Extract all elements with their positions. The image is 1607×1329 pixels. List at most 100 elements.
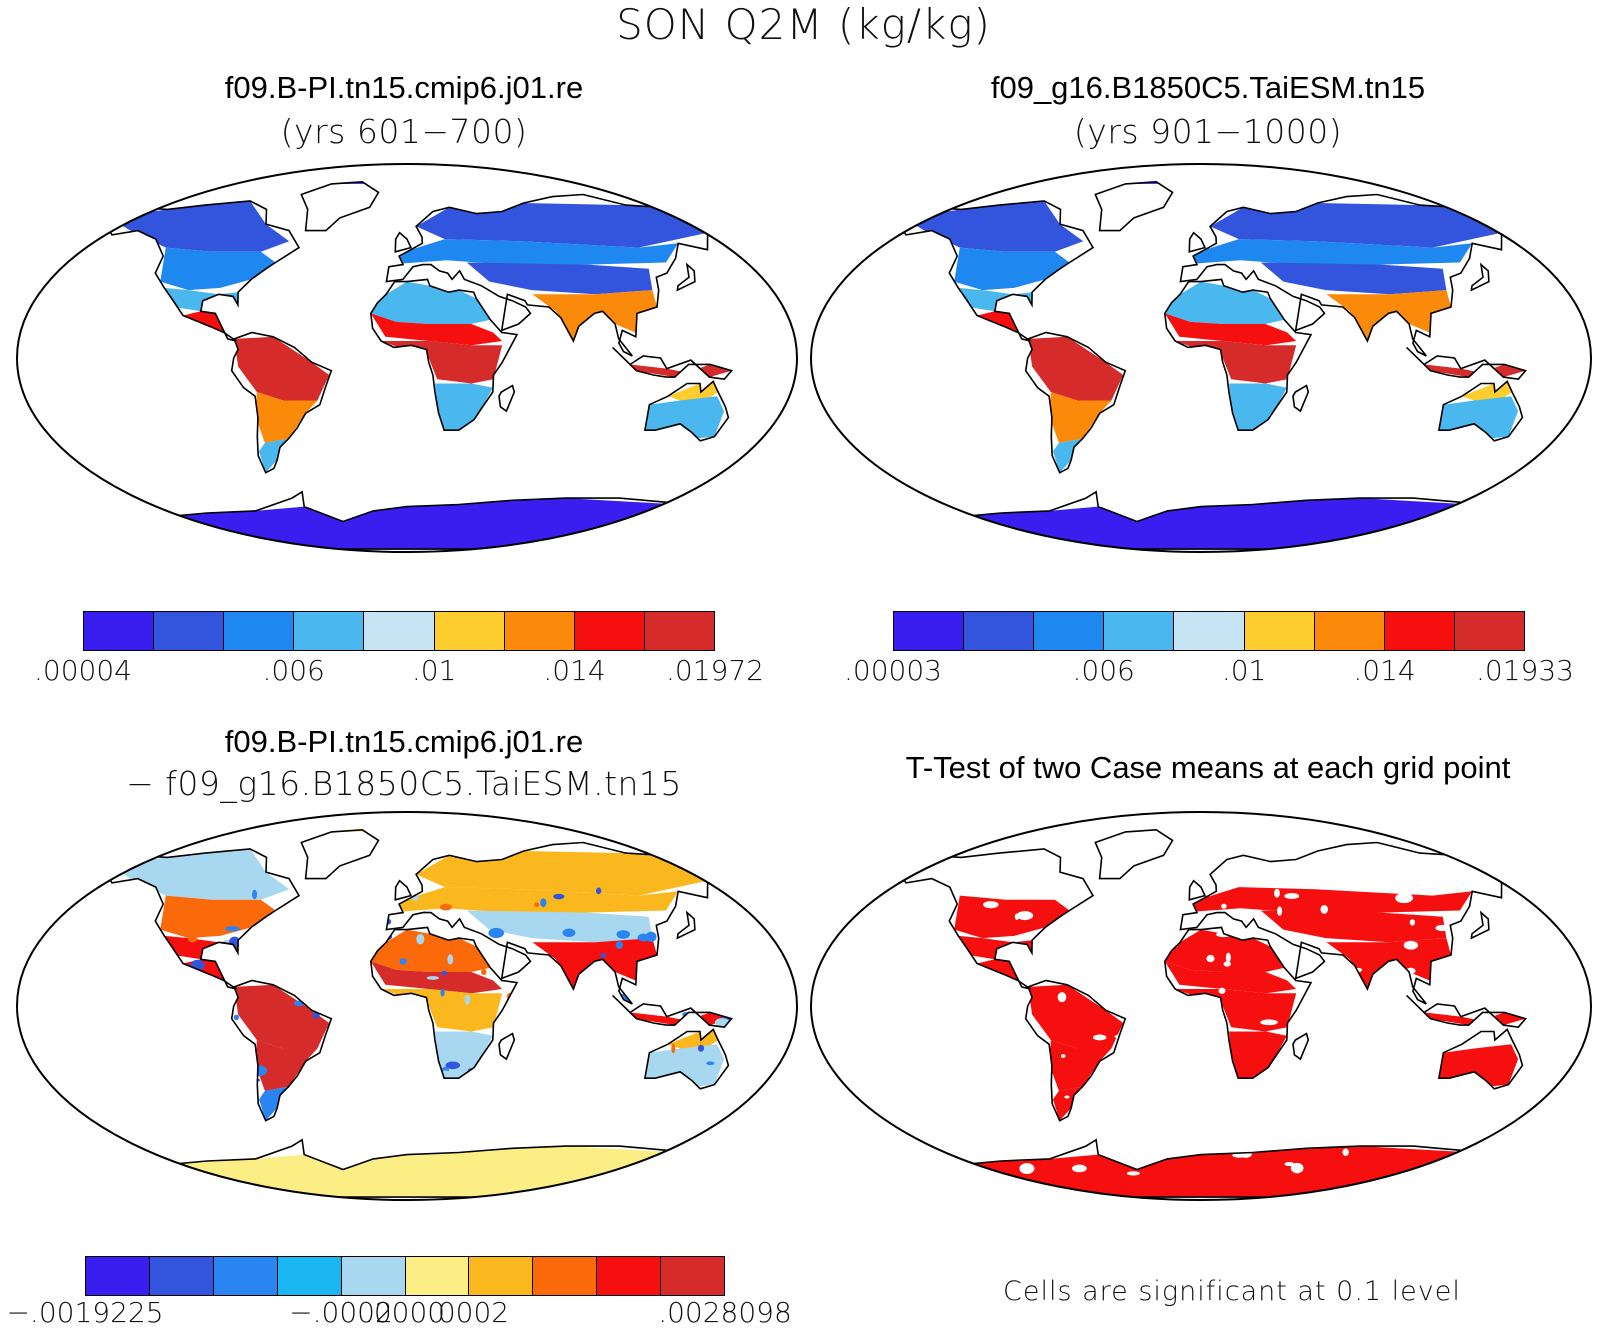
nonsignificant-gap	[1208, 1027, 1214, 1036]
colorbar-tick-label: .014	[543, 654, 606, 687]
nonsignificant-gap	[1223, 961, 1231, 967]
anomaly-speck	[200, 1064, 208, 1070]
nonsignificant-gap	[1360, 882, 1370, 890]
nonsignificant-gap	[1057, 992, 1067, 1003]
anomaly-speck	[270, 959, 276, 965]
colorbar-swatch	[644, 612, 714, 650]
colorbar-swatch	[277, 1257, 342, 1295]
nonsignificant-gap	[1492, 954, 1505, 958]
nonsignificant-gap	[1218, 987, 1226, 994]
anomaly-speck	[722, 1075, 728, 1084]
anomaly-speck	[330, 896, 342, 902]
colorbar-tick-label: .006	[262, 654, 325, 687]
coastline-greenland	[1094, 828, 1174, 880]
anomaly-speck	[476, 1072, 485, 1079]
anomaly-speck	[731, 958, 732, 964]
coastline-eurasia	[1179, 841, 1526, 1005]
panel-case2-colorbar	[893, 611, 1525, 651]
region-sam_south	[255, 1040, 318, 1091]
colorbar-swatch	[597, 1257, 662, 1295]
region-maritime	[612, 347, 732, 378]
anomaly-speck	[196, 1017, 206, 1027]
world-map-case2	[810, 163, 1592, 553]
coastline-madagascar	[1292, 1032, 1310, 1061]
anomaly-speck	[289, 948, 296, 956]
colorbar-swatch	[341, 1257, 406, 1295]
nonsignificant-gap	[1126, 1171, 1140, 1176]
coastline-greenland	[300, 180, 380, 232]
nonsignificant-gap	[1429, 881, 1437, 888]
nonsignificant-gap	[1026, 880, 1037, 887]
nonsignificant-gap	[1154, 1084, 1163, 1091]
colorbar-swatch	[894, 612, 965, 650]
nonsignificant-gap	[1479, 1092, 1487, 1099]
anomaly-speck	[378, 1027, 387, 1038]
anomaly-speck	[551, 1021, 558, 1033]
region-sahel	[370, 313, 503, 346]
anomaly-speck	[696, 898, 711, 908]
sig-region-sahara	[1164, 929, 1285, 972]
colorbar-tick-label: .0002	[428, 1296, 510, 1329]
anomaly-speck	[160, 981, 171, 990]
anomaly-speck	[464, 994, 471, 1005]
anomaly-speck	[447, 954, 454, 965]
world-map-ttest	[810, 811, 1592, 1201]
nonsignificant-gap	[1403, 940, 1419, 950]
anomaly-speck	[577, 1000, 592, 1009]
anomaly-speck	[699, 925, 709, 929]
nonsignificant-gap	[1034, 953, 1041, 964]
anomaly-speck	[406, 1062, 422, 1070]
colorbar-swatch	[154, 612, 225, 650]
colorbar-tick-label: .01933	[1476, 654, 1574, 687]
coastline-eurasia	[1179, 193, 1526, 357]
coastline-southAmerica	[230, 979, 333, 1122]
anomaly-speck	[285, 973, 294, 978]
nonsignificant-gap	[974, 1099, 990, 1107]
nonsignificant-gap	[1171, 1115, 1181, 1121]
world-map-diff	[16, 811, 798, 1201]
anomaly-speck	[240, 1050, 255, 1059]
sig-region-sahel	[1164, 961, 1297, 994]
sig-region-eur_mid	[1181, 887, 1473, 913]
colorbar-swatch	[504, 612, 575, 650]
nonsignificant-gap	[1410, 1067, 1422, 1077]
region-eur_north	[416, 203, 721, 248]
colorbar-tick-label: −.0002	[289, 1296, 393, 1329]
anomaly-speck	[540, 898, 547, 908]
anomaly-speck	[145, 1008, 157, 1015]
anomaly-speck	[679, 986, 687, 995]
nonsignificant-gap	[1341, 1022, 1357, 1033]
colorbar-tick-label: .01	[411, 654, 457, 687]
colorbar-swatch	[86, 1257, 150, 1295]
nonsignificant-gap	[1522, 977, 1526, 984]
colorbar-swatch	[84, 612, 155, 650]
anomaly-speck	[714, 1018, 730, 1027]
region-asia_south	[532, 938, 657, 989]
panel-case2-subtitle: (yrs 901−1000)	[1073, 112, 1343, 151]
nonsignificant-gap	[1223, 1124, 1241, 1135]
anomaly-speck	[737, 950, 743, 958]
anomaly-speck	[283, 928, 296, 934]
nonsignificant-gap	[1405, 1012, 1421, 1022]
anomaly-speck	[199, 1048, 209, 1059]
colorbar-swatch	[1384, 612, 1455, 650]
coastline-northAmerica	[105, 200, 301, 342]
anomaly-speck	[207, 999, 214, 1006]
panel-diff-title: f09.B-PI.tn15.cmip6.j01.re	[224, 724, 584, 759]
colorbar-swatch	[213, 1257, 278, 1295]
panel-case2-colorbar-labels: .00003 .006 .01 .014 .01933	[844, 654, 1574, 694]
region-aus_main	[644, 1044, 725, 1087]
nonsignificant-gap	[1304, 879, 1318, 886]
colorbar-tick-label: .00003	[844, 654, 942, 687]
nonsignificant-gap	[1402, 1173, 1415, 1179]
anomaly-speck	[590, 1050, 598, 1060]
region-sahel	[1164, 313, 1297, 346]
nonsignificant-gap	[1157, 1010, 1167, 1014]
coastline-southAmerica	[230, 331, 333, 474]
colorbar-swatch	[661, 1257, 725, 1295]
nonsignificant-gap	[1260, 1019, 1278, 1026]
sig-region-antarctic	[887, 1146, 1510, 1198]
coastline-uk	[1188, 231, 1207, 253]
anomaly-speck	[359, 1031, 367, 1041]
anomaly-speck	[595, 887, 602, 895]
